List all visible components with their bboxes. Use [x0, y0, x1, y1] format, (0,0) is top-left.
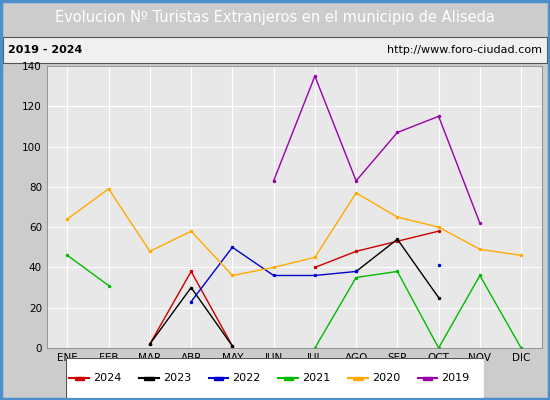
Text: 2023: 2023	[163, 373, 191, 383]
Bar	[423, 377, 432, 380]
Text: http://www.foro-ciudad.com: http://www.foro-ciudad.com	[387, 44, 542, 54]
Bar	[284, 377, 293, 380]
Bar	[144, 377, 153, 380]
FancyBboxPatch shape	[3, 37, 547, 62]
Text: Evolucion Nº Turistas Extranjeros en el municipio de Aliseda: Evolucion Nº Turistas Extranjeros en el …	[55, 10, 495, 25]
Bar	[214, 377, 223, 380]
Text: 2024: 2024	[93, 373, 122, 383]
Bar	[75, 377, 84, 380]
Text: 2019: 2019	[442, 373, 470, 383]
Text: 2022: 2022	[233, 373, 261, 383]
Text: 2021: 2021	[302, 373, 331, 383]
Text: 2020: 2020	[372, 373, 400, 383]
Bar	[353, 377, 362, 380]
FancyBboxPatch shape	[66, 358, 484, 398]
Text: 2019 - 2024: 2019 - 2024	[8, 44, 82, 54]
